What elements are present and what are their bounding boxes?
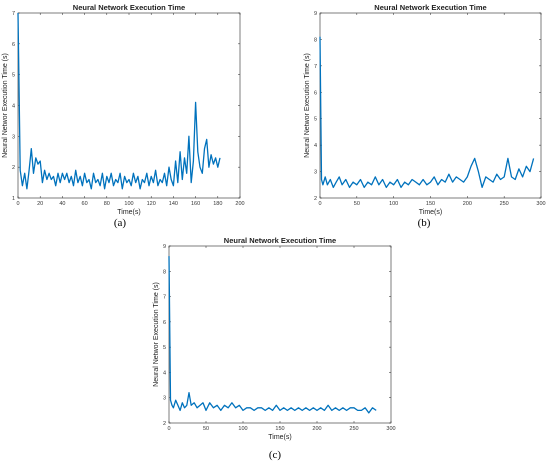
y-tick-label: 4 xyxy=(12,104,15,110)
y-tick-label: 3 xyxy=(12,134,15,140)
y-tick-label: 7 xyxy=(12,11,15,17)
series-line xyxy=(319,36,535,189)
x-tick-label: 140 xyxy=(169,201,178,207)
x-tick-label: 250 xyxy=(500,201,509,207)
x-tick-label: 20 xyxy=(37,201,43,207)
y-axis-label: Neural Networ Execution Time (s) xyxy=(153,282,160,387)
chart-title: Neural Network Execution Time xyxy=(73,3,185,12)
plot-area xyxy=(168,245,392,424)
y-tick-label: 9 xyxy=(163,244,166,250)
x-tick-label: 150 xyxy=(426,201,435,207)
x-tick-label: 40 xyxy=(59,201,65,207)
x-tick-label: 60 xyxy=(82,201,88,207)
y-tick-label: 7 xyxy=(163,295,166,301)
x-tick-label: 200 xyxy=(312,426,321,432)
y-tick-label: 5 xyxy=(163,345,166,351)
x-tick-label: 200 xyxy=(463,201,472,207)
y-tick-label: 6 xyxy=(12,42,15,48)
panel-caption: (b) xyxy=(418,217,431,229)
x-tick-label: 100 xyxy=(389,201,398,207)
x-tick-label: 100 xyxy=(238,426,247,432)
x-axis-label: Time(s) xyxy=(117,209,140,216)
x-tick-label: 0 xyxy=(167,426,170,432)
x-tick-label: 50 xyxy=(203,426,209,432)
x-tick-label: 300 xyxy=(386,426,395,432)
y-tick-label: 4 xyxy=(163,370,166,376)
x-tick-label: 120 xyxy=(147,201,156,207)
y-axis-label: Neural Networ Execution Time (s) xyxy=(2,53,9,158)
y-tick-label: 6 xyxy=(314,90,317,96)
y-tick-label: 1 xyxy=(12,196,15,202)
chart-title: Neural Network Execution Time xyxy=(374,3,486,12)
x-tick-label: 0 xyxy=(16,201,19,207)
x-axis-label: Time(s) xyxy=(268,434,291,441)
x-tick-label: 300 xyxy=(536,201,545,207)
series-line xyxy=(168,256,377,414)
y-tick-label: 4 xyxy=(314,143,317,149)
series-line xyxy=(17,12,221,190)
y-tick-label: 7 xyxy=(314,64,317,70)
y-tick-label: 5 xyxy=(314,117,317,123)
y-tick-label: 5 xyxy=(12,73,15,79)
y-tick-label: 8 xyxy=(163,269,166,275)
x-tick-label: 80 xyxy=(104,201,110,207)
x-tick-label: 150 xyxy=(275,426,284,432)
panel-caption: (a) xyxy=(114,217,127,229)
y-tick-label: 8 xyxy=(314,37,317,43)
y-tick-label: 3 xyxy=(163,396,166,402)
x-axis-label: Time(s) xyxy=(419,209,442,216)
y-tick-label: 2 xyxy=(12,165,15,171)
panel-caption: (c) xyxy=(269,449,282,461)
x-tick-label: 50 xyxy=(354,201,360,207)
x-tick-label: 160 xyxy=(191,201,200,207)
x-tick-label: 0 xyxy=(318,201,321,207)
y-tick-label: 6 xyxy=(163,320,166,326)
chart-b: 0 50 100 150 200 250 300 2 3 4 5 6 7 8 9 Neural Network… xyxy=(304,3,546,229)
y-axis-label: Neural Networ Execution Time (s) xyxy=(304,53,311,158)
chart-title: Neural Network Execution Time xyxy=(224,236,336,245)
plot-area xyxy=(17,12,241,199)
y-tick-label: 2 xyxy=(163,421,166,427)
x-tick-label: 200 xyxy=(235,201,244,207)
x-tick-label: 100 xyxy=(124,201,133,207)
y-tick-label: 2 xyxy=(314,196,317,202)
x-tick-label: 250 xyxy=(349,426,358,432)
y-tick-label: 9 xyxy=(314,11,317,17)
x-tick-label: 180 xyxy=(213,201,222,207)
y-tick-label: 3 xyxy=(314,170,317,176)
chart-a: 0 20 40 60 80 100 120 140 160 180 200 1 2 3 4 5 6 7 Neural… xyxy=(2,3,245,229)
plot-area xyxy=(319,12,542,199)
chart-c: 0 50 100 150 200 250 300 2 3 4 5 6 7 8 9 Neural Network… xyxy=(153,236,396,461)
